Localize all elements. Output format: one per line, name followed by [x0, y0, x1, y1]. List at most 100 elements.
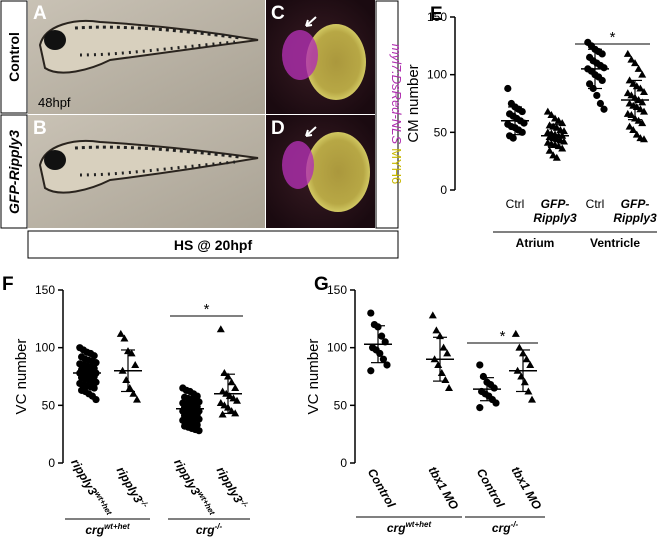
- photo-d: D: [266, 115, 375, 228]
- y-tick-label: 0: [340, 456, 347, 470]
- label-text: tbx1 MO: [426, 464, 462, 513]
- panel-letter: C: [271, 3, 285, 24]
- eye: [44, 30, 66, 50]
- label-text: crg: [85, 523, 104, 537]
- label: crg-/-: [492, 520, 519, 535]
- y-axis-label: VC number: [305, 339, 322, 415]
- label-sup: -/-: [239, 498, 251, 509]
- y-tick-label: 50: [434, 125, 448, 139]
- data-point: [116, 329, 125, 337]
- data-point: [509, 134, 517, 142]
- label-box: [27, 230, 399, 259]
- data-point: [437, 369, 446, 377]
- label-text: crg: [492, 521, 511, 535]
- data-point: [367, 309, 375, 317]
- data-point: [600, 64, 608, 72]
- significance-label: *: [610, 29, 616, 46]
- data-point: [231, 384, 240, 392]
- label-text: crg: [196, 523, 215, 537]
- data-point: [92, 359, 100, 367]
- significance-label: *: [500, 328, 506, 345]
- data-point: [131, 360, 140, 368]
- photo-a: 48hpf A: [28, 0, 265, 114]
- eye: [44, 150, 66, 170]
- data-point: [640, 87, 648, 95]
- data-point: [441, 375, 450, 383]
- label-sup: -/-: [139, 498, 151, 509]
- data-point: [598, 50, 606, 58]
- data-point: [133, 395, 141, 403]
- data-point: [634, 64, 643, 72]
- label-text: ripply3: [214, 464, 246, 505]
- panel-letter: F: [2, 274, 14, 295]
- x-tick-line: GFP-: [541, 197, 570, 211]
- y-tick-label: 0: [440, 183, 447, 197]
- data-point: [545, 146, 554, 154]
- data-point: [476, 404, 484, 412]
- label: ripply3-/-: [214, 464, 251, 512]
- data-point: [504, 84, 512, 93]
- pigment: [74, 25, 241, 40]
- data-point: [379, 355, 387, 363]
- label-text: ripply3: [68, 456, 100, 497]
- data-point: [383, 361, 391, 369]
- y-axis-label: CM number: [405, 64, 422, 142]
- label-text: Atrium: [516, 236, 555, 250]
- marker-red: myl7:DsRed-NLS: [389, 44, 404, 145]
- ventricle: [306, 24, 366, 100]
- data-point: [522, 355, 531, 363]
- label-text: Ventricle: [590, 236, 640, 250]
- y-tick-label: 150: [327, 283, 347, 297]
- label: ripply3wt+het: [171, 456, 217, 520]
- label: crg-/-: [196, 522, 223, 537]
- data-point: [638, 119, 647, 127]
- data-point: [428, 311, 437, 319]
- x-tick-label: Ctrl: [506, 197, 525, 211]
- panel-letter: A: [33, 3, 47, 24]
- significance-label: *: [204, 301, 210, 318]
- data-point: [490, 384, 498, 392]
- x-tick-line: Ctrl: [506, 197, 525, 211]
- data-point: [233, 396, 241, 404]
- label-text: ripply3: [171, 456, 203, 497]
- data-point: [640, 135, 648, 143]
- data-point: [552, 153, 561, 161]
- data-point: [129, 389, 138, 397]
- y-tick-label: 0: [48, 456, 55, 470]
- photo-b: B: [28, 115, 265, 228]
- data-point: [92, 378, 100, 386]
- y-tick-label: 50: [334, 398, 348, 412]
- atrium: [282, 30, 318, 80]
- data-point: [518, 107, 526, 116]
- data-point: [511, 329, 520, 337]
- data-point: [231, 409, 240, 417]
- data-point: [227, 378, 236, 386]
- row-label: GFP-Ripply3: [6, 130, 22, 214]
- data-point: [638, 70, 647, 78]
- label: ripply3wt+het: [68, 456, 114, 520]
- data-point: [492, 399, 500, 407]
- label-sup: -/-: [511, 520, 519, 529]
- data-point: [515, 343, 524, 351]
- data-point: [558, 144, 567, 152]
- row-labels: Control GFP-Ripply3: [0, 0, 28, 229]
- x-tick-line: Ctrl: [586, 197, 605, 211]
- x-tick-label: GFP-Ripply3: [613, 197, 657, 225]
- x-tick-line: Ripply3: [533, 211, 577, 225]
- data-point: [638, 98, 647, 106]
- label-text: Control: [474, 466, 508, 511]
- y-tick-label: 100: [427, 68, 447, 82]
- data-point: [593, 91, 601, 100]
- data-point: [445, 384, 453, 392]
- data-point: [528, 395, 536, 403]
- data-point: [439, 343, 448, 351]
- ventricle: [306, 132, 370, 212]
- data-point: [598, 76, 606, 85]
- data-point: [216, 325, 225, 333]
- data-point: [120, 334, 129, 342]
- marker-yellow: MYH6: [389, 148, 404, 184]
- label-text: crg: [387, 521, 406, 535]
- data-point: [367, 367, 375, 375]
- data-point: [127, 349, 136, 357]
- data-point: [195, 427, 203, 435]
